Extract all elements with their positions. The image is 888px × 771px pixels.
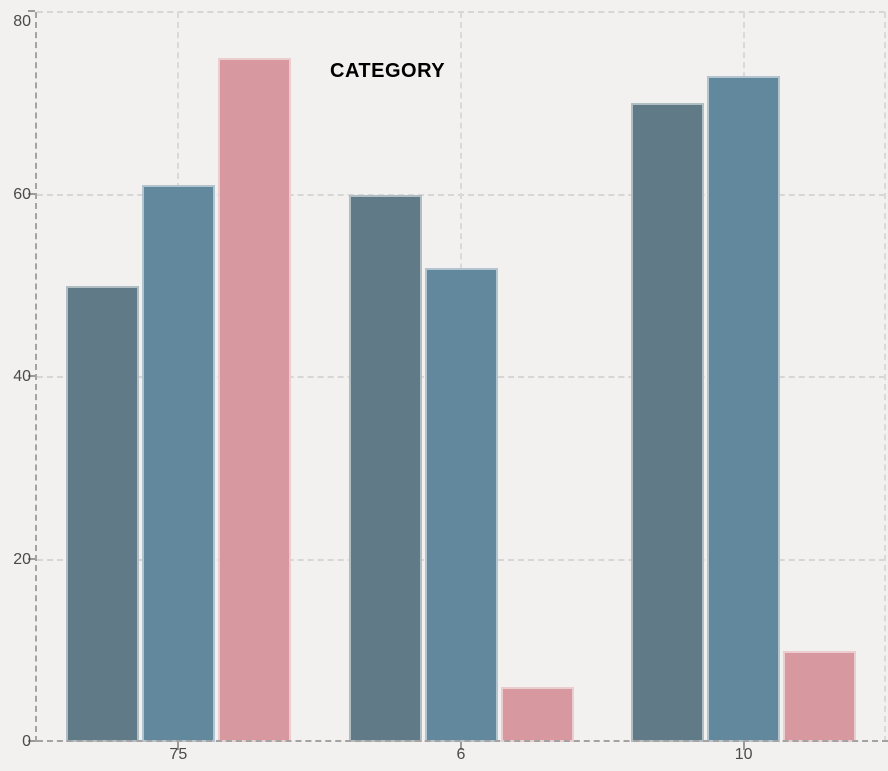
y-tick-label: 20 xyxy=(13,550,31,568)
y-tick-mark xyxy=(28,375,35,377)
y-tick-label: 60 xyxy=(13,185,31,203)
chart-title: CATEGORY xyxy=(330,60,446,82)
y-axis-line xyxy=(35,12,37,742)
bar-slate-gray-series-group-75 xyxy=(65,285,139,742)
bar-rose-pink-series-group-6 xyxy=(500,687,574,742)
bar-steel-blue-series-group-75 xyxy=(141,185,215,742)
y-tick-mark xyxy=(28,557,35,560)
y-tick-mark xyxy=(28,740,35,742)
y-tick-label: 0 xyxy=(22,733,31,750)
y-tick-mark xyxy=(28,10,35,12)
y-tick-label: 80 xyxy=(13,13,31,30)
y-tick-mark xyxy=(28,192,35,195)
bar-rose-pink-series-group-10 xyxy=(783,650,857,742)
y-tick-label: 40 xyxy=(13,368,31,385)
x-tick-mark xyxy=(742,742,745,750)
x-tick-label: 6 xyxy=(456,746,466,763)
bar-rose-pink-series-group-75 xyxy=(217,57,291,742)
bar-slate-gray-series-group-10 xyxy=(631,103,705,742)
bar-steel-blue-series-group-6 xyxy=(424,267,498,742)
x-axis-line xyxy=(37,740,888,742)
bar-steel-blue-series-group-10 xyxy=(707,75,781,742)
x-tick-mark xyxy=(177,742,180,750)
x-gridline xyxy=(884,12,886,742)
x-tick-mark xyxy=(460,742,462,750)
x-tick-label: 10 xyxy=(734,746,753,763)
bar-slate-gray-series-group-6 xyxy=(348,194,422,742)
x-tick-label: 75 xyxy=(169,746,188,763)
